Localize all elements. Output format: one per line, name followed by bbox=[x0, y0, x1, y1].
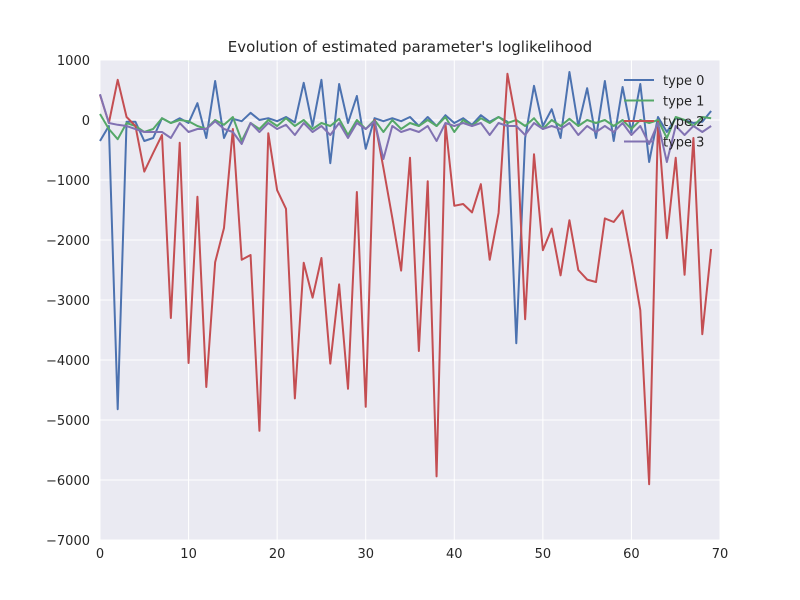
legend-label: type 1 bbox=[663, 95, 704, 110]
y-tick-label: −5000 bbox=[46, 414, 90, 429]
series-line-type-2 bbox=[99, 72, 713, 486]
y-tick-label: −7000 bbox=[46, 534, 90, 549]
series-line-type-3 bbox=[99, 93, 712, 163]
y-tick-label: −6000 bbox=[46, 474, 90, 489]
series-line-type-1 bbox=[99, 113, 712, 142]
legend: type 0 type 1 type 2 type 3 bbox=[624, 74, 704, 151]
x-tick-label: 20 bbox=[269, 547, 286, 562]
y-tick-label: −2000 bbox=[46, 234, 90, 249]
x-tick-label: 40 bbox=[446, 547, 463, 562]
x-tick-label: 70 bbox=[712, 547, 729, 562]
series-lines bbox=[99, 71, 713, 486]
legend-label: type 2 bbox=[663, 115, 704, 130]
x-axis-ticks: 0 10 20 30 40 50 60 70 bbox=[96, 547, 728, 562]
y-tick-label: −3000 bbox=[46, 294, 90, 309]
x-tick-label: 10 bbox=[180, 547, 197, 562]
x-tick-label: 60 bbox=[623, 547, 640, 562]
legend-label: type 3 bbox=[663, 136, 704, 151]
y-tick-label: −4000 bbox=[46, 354, 90, 369]
chart-title: Evolution of estimated parameter's logli… bbox=[228, 38, 592, 56]
x-tick-label: 0 bbox=[96, 547, 104, 562]
series-line-type-0 bbox=[99, 71, 712, 411]
y-tick-label: −1000 bbox=[46, 174, 90, 189]
y-tick-label: 1000 bbox=[57, 54, 90, 69]
y-tick-label: 0 bbox=[82, 114, 90, 129]
legend-label: type 0 bbox=[663, 74, 704, 89]
x-tick-label: 50 bbox=[535, 547, 552, 562]
y-axis-ticks: 1000 0 −1000 −2000 −3000 −4000 −5000 −6000 −7000 bbox=[46, 54, 90, 549]
x-tick-label: 30 bbox=[357, 547, 374, 562]
